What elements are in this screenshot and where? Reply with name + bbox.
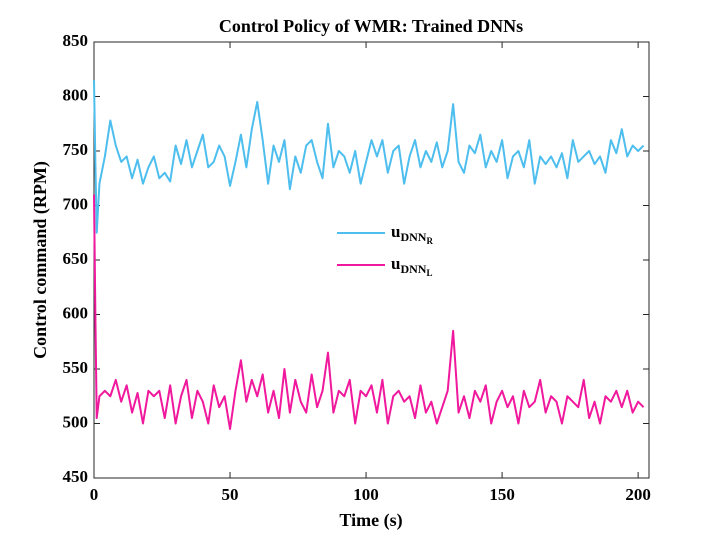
- series-line: [93, 194, 645, 430]
- y-axis-label: Control command (RPM): [30, 161, 51, 359]
- y-tick-label: 550: [63, 358, 89, 377]
- x-tick-label: 50: [222, 485, 239, 504]
- y-tick-label: 500: [63, 412, 89, 431]
- x-tick-label: 200: [625, 485, 651, 504]
- y-tick-label: 850: [63, 31, 89, 50]
- y-tick-label: 800: [63, 85, 89, 104]
- y-tick-label: 450: [63, 467, 89, 486]
- chart-title: Control Policy of WMR: Trained DNNs: [219, 16, 523, 36]
- x-tick-label: 100: [353, 485, 379, 504]
- x-tick-label: 150: [489, 485, 515, 504]
- y-tick-label: 650: [63, 249, 89, 268]
- legend-label: uDNNR: [391, 222, 433, 246]
- y-tick-label: 600: [63, 303, 89, 322]
- series-line: [93, 80, 645, 234]
- y-tick-label: 700: [63, 194, 89, 213]
- x-tick-label: 0: [90, 485, 99, 504]
- x-axis-label: Time (s): [339, 510, 402, 531]
- legend-label: uDNNL: [391, 254, 432, 278]
- y-tick-label: 750: [63, 140, 89, 159]
